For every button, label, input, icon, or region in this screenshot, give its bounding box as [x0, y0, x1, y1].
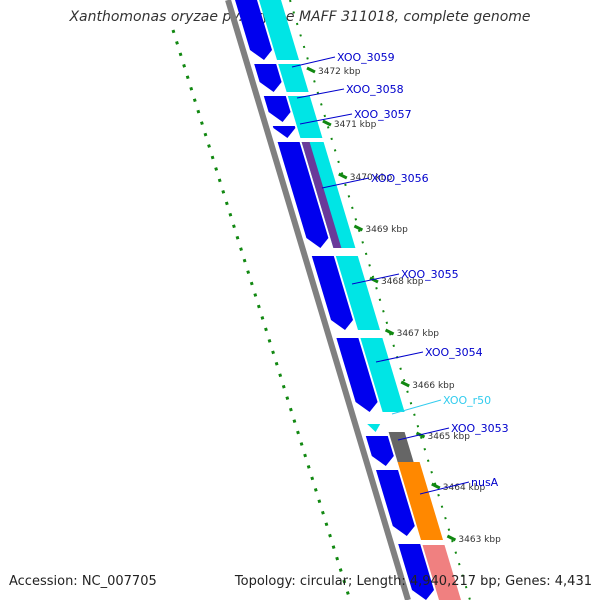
- feature-leader-line: [296, 88, 345, 99]
- feature-leader-line: [397, 427, 450, 441]
- feature-label: XOO_3054: [425, 346, 483, 359]
- inner-tick-track: [289, 0, 471, 600]
- scale-tick-label: 3470 kbp: [350, 173, 393, 183]
- gene-block-nusA: [397, 462, 443, 540]
- feature-leader-line: [291, 56, 336, 68]
- scale-tick: [369, 276, 379, 284]
- feature-label: nusA: [471, 476, 499, 489]
- gene-overlay: [301, 142, 342, 248]
- gene-block-plus: [335, 256, 380, 330]
- scale-tick: [384, 328, 395, 336]
- gene-block-plus: [259, 0, 299, 60]
- scale-tick: [353, 224, 364, 232]
- gene-arrow-minus: [263, 96, 291, 122]
- scale-tick: [338, 172, 348, 180]
- scale-tick-label: 3468 kbp: [381, 277, 424, 287]
- feature-leader-line: [351, 273, 400, 285]
- feature-label: XOO_3056: [371, 172, 429, 185]
- topology-summary: Topology: circular; Length: 4,940,217 bp…: [234, 574, 592, 589]
- gene-block-pink: [422, 545, 461, 600]
- scale-tick-label: 3467 kbp: [397, 329, 440, 339]
- gene-arrow-minus: [277, 142, 329, 248]
- scale-tick-label: 3464 kbp: [443, 483, 486, 493]
- scale-tick-label: 3472 kbp: [318, 67, 361, 77]
- gene-block-plus: [287, 96, 323, 138]
- gene-arrow-minus: [398, 544, 434, 600]
- scale-tick-label: 3466 kbp: [412, 381, 455, 391]
- scale-tick-label: 3465 kbp: [428, 432, 471, 442]
- backbone-track: [225, 0, 411, 600]
- feature-leader-line: [299, 113, 353, 125]
- gene-arrow-minus: [235, 0, 272, 60]
- rna-marker: [367, 424, 381, 432]
- gene-arrow-minus: [365, 436, 394, 466]
- scale-tick: [446, 534, 457, 542]
- feature-label: XOO_3057: [354, 108, 412, 121]
- feature-leader-line: [419, 481, 470, 495]
- feature-leader-line: [321, 177, 370, 189]
- feature-label: XOO_r50: [443, 394, 491, 407]
- gene-arrow-minus: [272, 126, 296, 138]
- feature-label: XOO_3058: [346, 83, 404, 96]
- gene-arrow-minus: [311, 256, 353, 330]
- scale-tick: [306, 66, 316, 74]
- gene-arrow-minus: [376, 470, 415, 536]
- gene-arrow-minus: [336, 338, 378, 412]
- feature-leader-line: [375, 351, 424, 363]
- gene-block-gray: [388, 432, 414, 462]
- map-title: Xanthomonas oryzae pv. oryzae MAFF 31101…: [69, 9, 531, 25]
- feature-label: XOO_3053: [451, 422, 509, 435]
- scale-tick-label: 3463 kbp: [458, 535, 501, 545]
- feature-leader-line: [391, 399, 442, 415]
- gene-block-plus: [278, 64, 309, 92]
- scale-tick: [431, 482, 441, 490]
- gene-block-plus: [360, 338, 405, 412]
- scale-tick-label: 3469 kbp: [365, 225, 408, 235]
- feature-label: XOO_3059: [337, 51, 395, 64]
- gene-arrow-minus: [254, 64, 282, 92]
- feature-label: XOO_3055: [401, 268, 459, 281]
- scale-tick: [322, 119, 332, 127]
- scale-tick: [400, 380, 410, 388]
- accession-label: Accession: NC_007705: [9, 574, 157, 589]
- scale-tick-label: 3471 kbp: [334, 120, 377, 130]
